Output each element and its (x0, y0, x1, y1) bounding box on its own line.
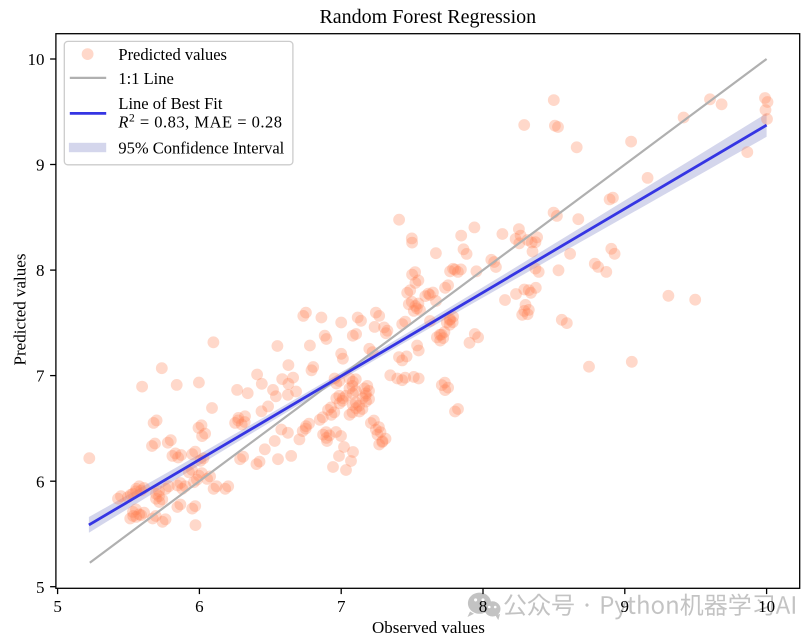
svg-text:8: 8 (36, 261, 45, 280)
svg-text:5: 5 (36, 578, 45, 597)
svg-text:6: 6 (195, 597, 204, 616)
svg-text:Predicted values: Predicted values (11, 254, 30, 366)
svg-text:R2 = 0.83, MAE = 0.28: R2 = 0.83, MAE = 0.28 (117, 112, 282, 131)
svg-text:Observed values: Observed values (372, 618, 485, 637)
svg-text:1:1 Line: 1:1 Line (118, 69, 173, 88)
svg-text:9: 9 (621, 597, 630, 616)
svg-text:5: 5 (53, 597, 62, 616)
svg-text:Random Forest Regression: Random Forest Regression (319, 6, 536, 28)
svg-text:9: 9 (36, 156, 45, 175)
svg-text:95% Confidence Interval: 95% Confidence Interval (118, 138, 284, 157)
svg-text:7: 7 (36, 367, 45, 386)
svg-text:7: 7 (337, 597, 346, 616)
svg-text:10: 10 (28, 50, 45, 69)
svg-text:Line of Best Fit: Line of Best Fit (118, 94, 222, 113)
svg-text:10: 10 (758, 597, 775, 616)
svg-text:8: 8 (479, 597, 488, 616)
svg-text:Predicted values: Predicted values (118, 45, 227, 64)
svg-text:6: 6 (36, 472, 45, 491)
